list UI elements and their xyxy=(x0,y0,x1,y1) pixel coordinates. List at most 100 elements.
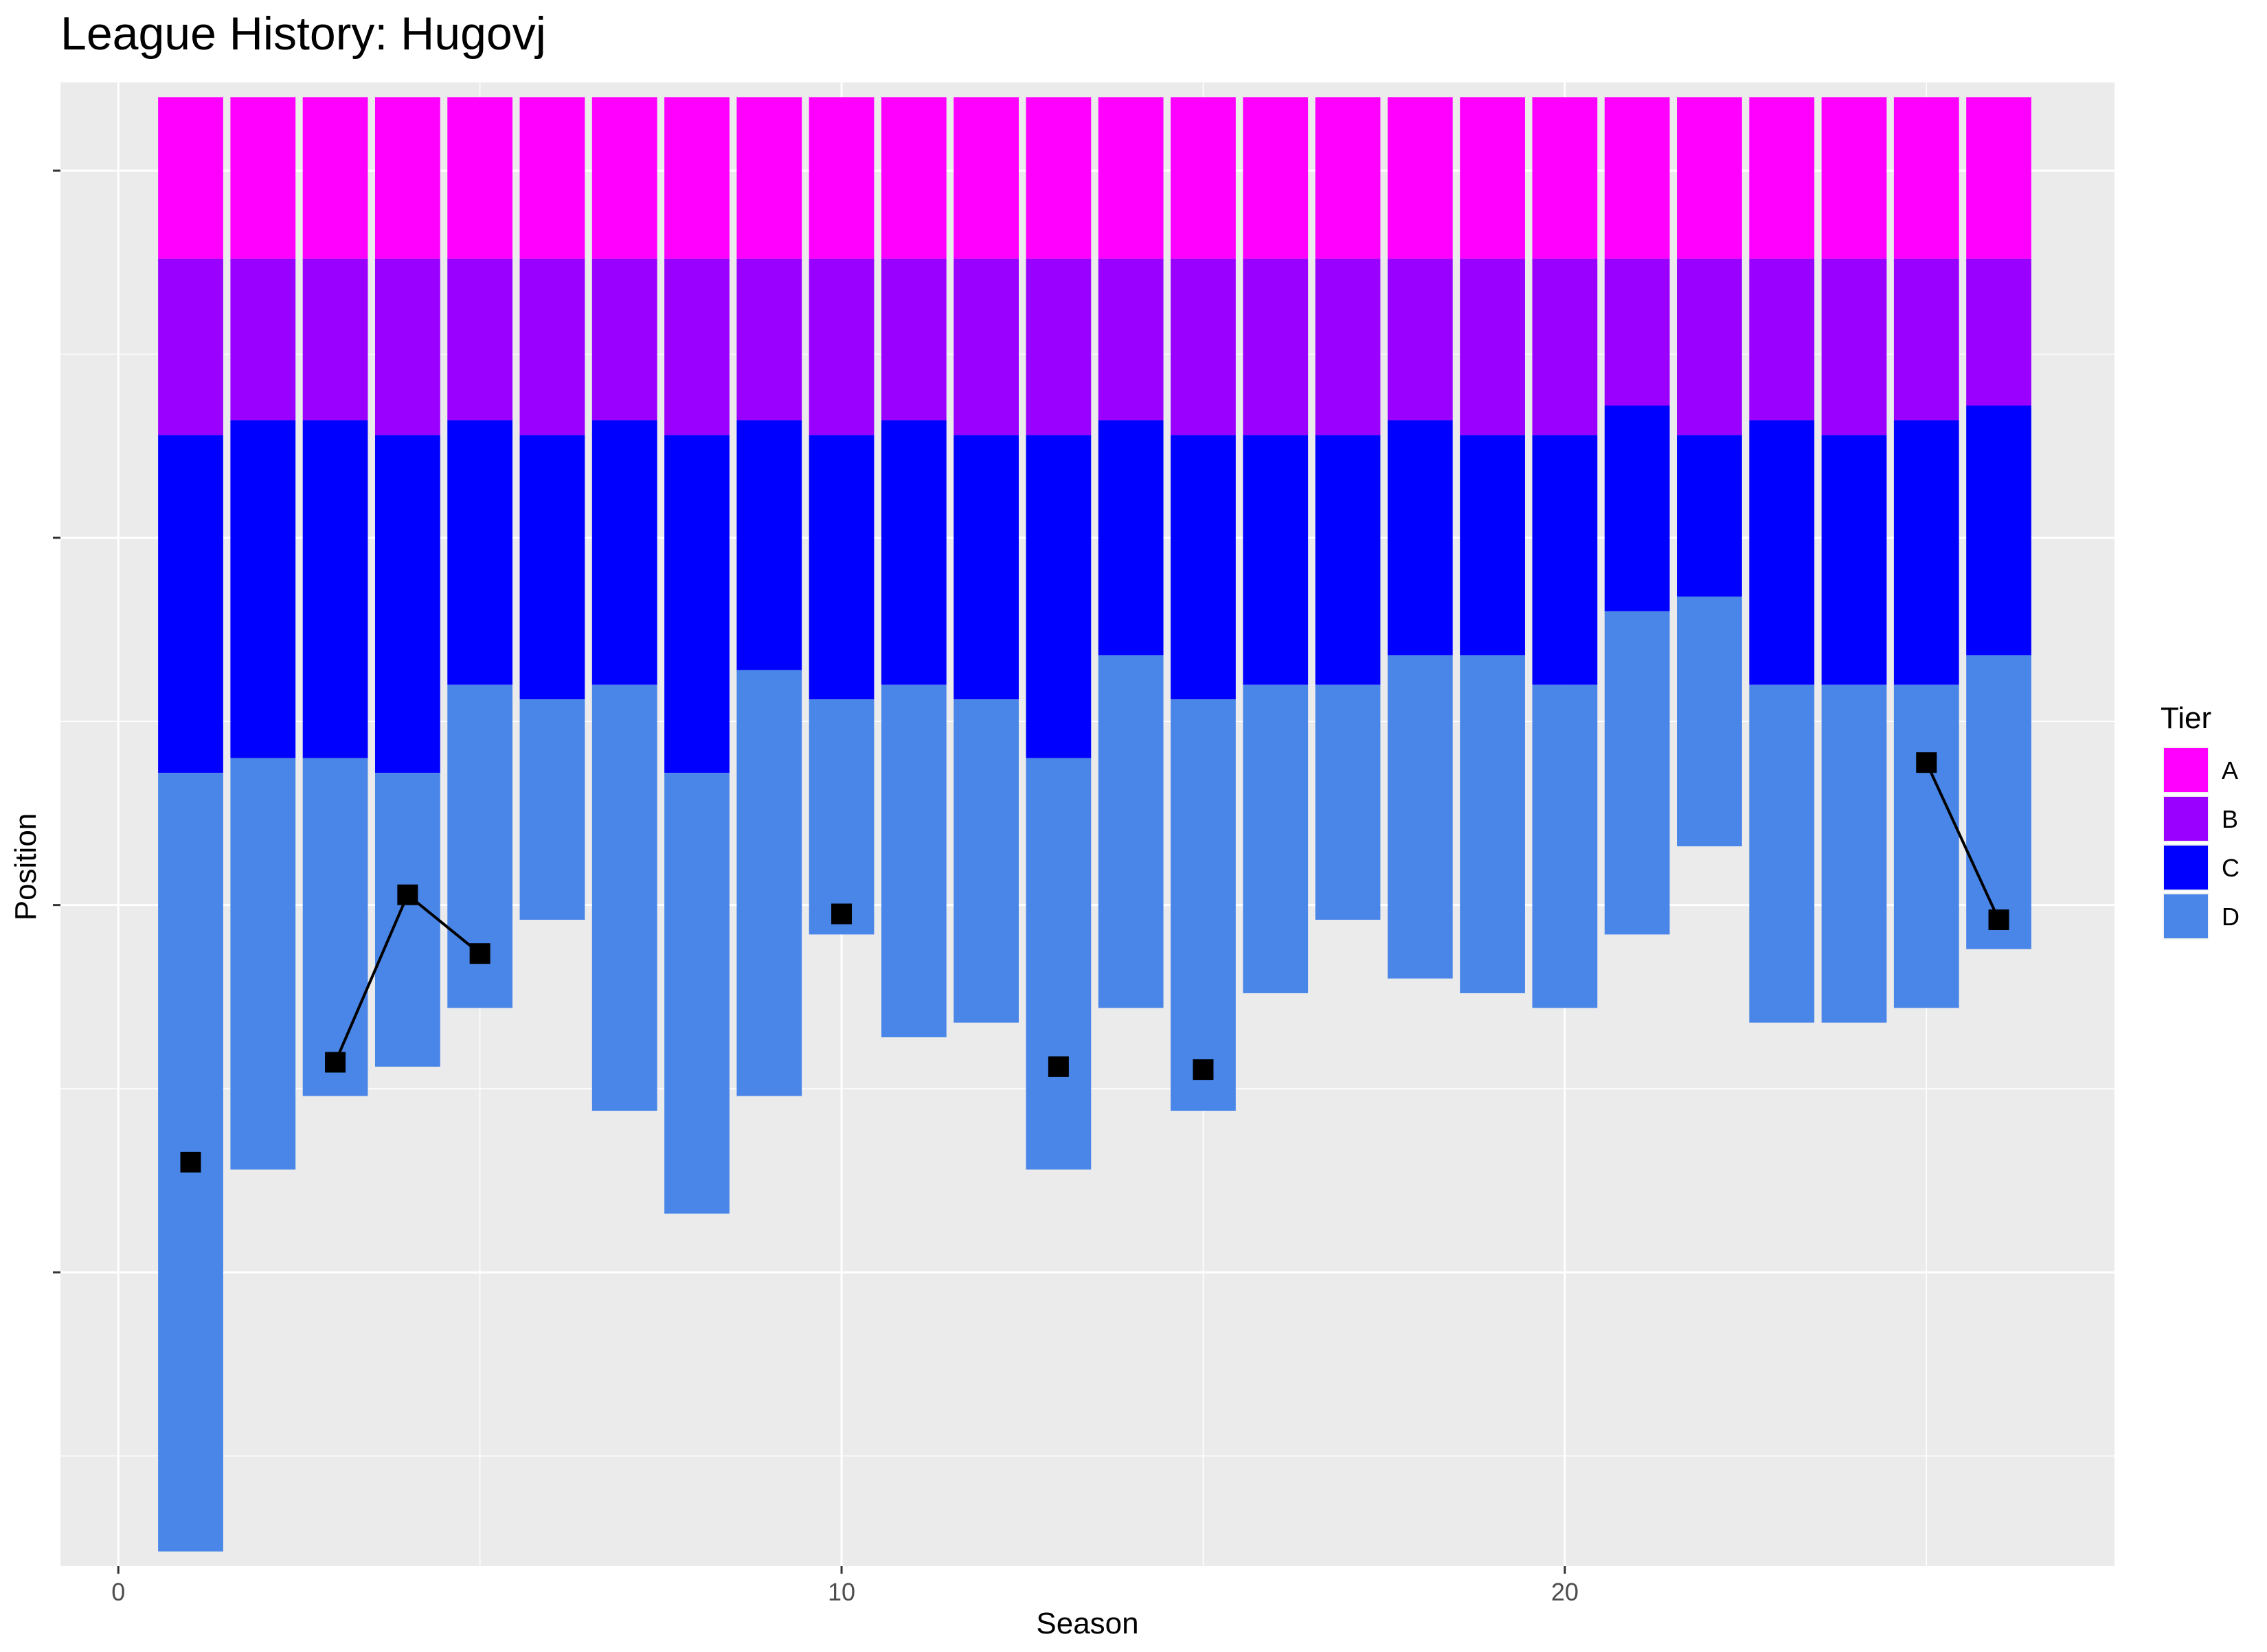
legend-label-C: C xyxy=(2222,854,2240,882)
bar-season-8-tier-A xyxy=(664,97,730,259)
bar-season-9-tier-D xyxy=(736,670,802,1096)
bar-season-2-tier-B xyxy=(230,258,296,420)
bar-season-16-tier-B xyxy=(1243,258,1309,435)
bar-season-3-tier-B xyxy=(302,258,368,420)
bar-season-24-tier-C xyxy=(1821,435,1887,685)
bar-season-22-tier-B xyxy=(1677,258,1742,435)
bar-season-15-tier-C xyxy=(1171,435,1236,700)
bar-season-1-tier-B xyxy=(158,258,223,435)
bar-season-15-tier-D xyxy=(1171,699,1236,1111)
bar-season-17-tier-C xyxy=(1315,435,1381,685)
tier-bars xyxy=(158,97,2031,1552)
bar-season-17-tier-A xyxy=(1315,97,1381,259)
bar-season-20-tier-B xyxy=(1532,258,1598,435)
bar-season-26-tier-A xyxy=(1966,97,2031,259)
position-point-season-4 xyxy=(397,884,418,905)
legend-key-A xyxy=(2164,748,2208,792)
bar-season-12-tier-A xyxy=(954,97,1019,259)
bar-season-22-tier-D xyxy=(1677,596,1742,847)
legend-key-C xyxy=(2164,846,2208,890)
bar-season-7-tier-D xyxy=(591,684,657,1111)
bar-season-3-tier-A xyxy=(302,97,368,259)
bar-season-10-tier-D xyxy=(809,699,875,935)
bar-season-21-tier-A xyxy=(1604,97,1670,259)
bar-season-2-tier-C xyxy=(230,420,296,758)
position-point-season-13 xyxy=(1048,1056,1069,1077)
position-point-season-3 xyxy=(325,1052,346,1073)
x-axis-label: Season xyxy=(1036,1607,1138,1640)
legend-key-B xyxy=(2164,797,2208,841)
bar-season-1-tier-A xyxy=(158,97,223,259)
bar-season-14-tier-D xyxy=(1098,655,1164,1008)
bar-season-16-tier-D xyxy=(1243,684,1309,993)
bar-season-8-tier-D xyxy=(664,773,730,1214)
legend-key-D xyxy=(2164,894,2208,938)
bar-season-18-tier-C xyxy=(1387,420,1453,656)
bar-season-20-tier-C xyxy=(1532,435,1598,685)
bar-season-6-tier-A xyxy=(519,97,585,259)
bar-season-7-tier-A xyxy=(591,97,657,259)
bar-season-3-tier-C xyxy=(302,420,368,758)
bar-season-11-tier-A xyxy=(881,97,947,259)
bar-season-10-tier-A xyxy=(809,97,875,259)
bar-season-13-tier-C xyxy=(1026,435,1092,758)
legend-title: Tier xyxy=(2161,701,2211,735)
bar-season-24-tier-B xyxy=(1821,258,1887,435)
bar-season-4-tier-A xyxy=(374,97,440,259)
bar-season-25-tier-B xyxy=(1893,258,1959,420)
bar-season-17-tier-D xyxy=(1315,684,1381,920)
bar-season-5-tier-C xyxy=(447,420,513,685)
bar-season-12-tier-C xyxy=(954,435,1019,700)
bar-season-26-tier-B xyxy=(1966,258,2031,406)
bar-season-14-tier-A xyxy=(1098,97,1164,259)
bar-season-23-tier-B xyxy=(1749,258,1815,420)
bar-season-16-tier-A xyxy=(1243,97,1309,259)
bar-season-24-tier-D xyxy=(1821,684,1887,1023)
bar-season-7-tier-C xyxy=(591,420,657,685)
bar-season-19-tier-B xyxy=(1460,258,1525,435)
bar-season-23-tier-C xyxy=(1749,420,1815,685)
legend-label-A: A xyxy=(2222,756,2238,784)
bar-season-10-tier-C xyxy=(809,435,875,700)
position-point-season-1 xyxy=(180,1151,201,1173)
position-point-season-5 xyxy=(469,943,490,964)
bar-season-9-tier-A xyxy=(736,97,802,259)
bar-season-8-tier-C xyxy=(664,435,730,773)
bar-season-18-tier-D xyxy=(1387,655,1453,979)
bar-season-20-tier-D xyxy=(1532,684,1598,1008)
x-tick-label: 20 xyxy=(1551,1578,1579,1606)
bar-season-4-tier-D xyxy=(374,773,440,1067)
bar-season-8-tier-B xyxy=(664,258,730,435)
position-point-season-25 xyxy=(1916,752,1937,773)
bar-season-25-tier-D xyxy=(1893,684,1959,1008)
bar-season-14-tier-C xyxy=(1098,420,1164,656)
bar-season-6-tier-C xyxy=(519,435,585,700)
bar-season-23-tier-D xyxy=(1749,684,1815,1023)
bar-season-11-tier-D xyxy=(881,684,947,1038)
bar-season-13-tier-B xyxy=(1026,258,1092,435)
bar-season-1-tier-C xyxy=(158,435,223,773)
bar-season-25-tier-A xyxy=(1893,97,1959,259)
bar-season-24-tier-A xyxy=(1821,97,1887,259)
axes: 0 10 20 xyxy=(53,169,1579,1606)
bar-season-21-tier-D xyxy=(1604,611,1670,935)
bar-season-11-tier-C xyxy=(881,420,947,685)
position-point-season-15 xyxy=(1193,1059,1214,1080)
bar-season-15-tier-B xyxy=(1171,258,1236,435)
position-line xyxy=(1925,762,2000,920)
position-point-season-26 xyxy=(1988,909,2009,931)
y-axis-label: Position xyxy=(9,813,43,921)
bar-season-19-tier-D xyxy=(1460,655,1525,993)
bar-season-5-tier-A xyxy=(447,97,513,259)
bar-season-9-tier-C xyxy=(736,420,802,670)
bar-season-16-tier-C xyxy=(1243,435,1309,685)
bar-season-12-tier-D xyxy=(954,699,1019,1023)
bar-season-2-tier-D xyxy=(230,758,296,1170)
chart-title: League History: Hugovj xyxy=(60,8,546,60)
bar-season-18-tier-B xyxy=(1387,258,1453,420)
bar-season-5-tier-B xyxy=(447,258,513,420)
bar-season-13-tier-A xyxy=(1026,97,1092,259)
bar-season-22-tier-C xyxy=(1677,435,1742,597)
